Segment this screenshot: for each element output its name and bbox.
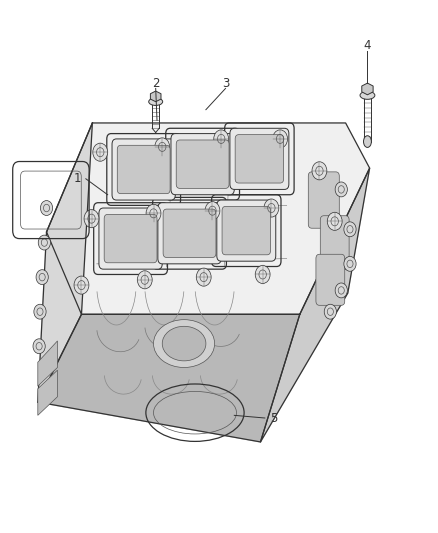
Text: 1: 1 (73, 172, 81, 185)
Circle shape (36, 270, 48, 285)
Circle shape (34, 304, 46, 319)
Circle shape (146, 204, 161, 222)
FancyBboxPatch shape (235, 135, 284, 183)
Polygon shape (38, 314, 300, 442)
Polygon shape (150, 91, 161, 102)
Circle shape (214, 130, 229, 148)
Ellipse shape (364, 136, 371, 148)
Polygon shape (362, 83, 373, 95)
Circle shape (255, 265, 270, 284)
Circle shape (93, 143, 108, 161)
Circle shape (138, 271, 152, 289)
FancyBboxPatch shape (217, 200, 276, 261)
FancyBboxPatch shape (230, 128, 289, 189)
Ellipse shape (153, 320, 215, 368)
Circle shape (33, 339, 45, 354)
FancyBboxPatch shape (171, 134, 234, 195)
Text: 3: 3 (222, 77, 229, 90)
Circle shape (335, 182, 347, 197)
FancyBboxPatch shape (222, 206, 271, 255)
Circle shape (273, 130, 288, 148)
Circle shape (312, 162, 327, 180)
Circle shape (155, 138, 170, 156)
FancyBboxPatch shape (176, 140, 229, 188)
Polygon shape (38, 341, 57, 386)
Circle shape (40, 200, 53, 215)
FancyBboxPatch shape (316, 254, 345, 305)
Text: 5: 5 (270, 411, 277, 424)
FancyBboxPatch shape (320, 216, 349, 269)
Circle shape (38, 235, 50, 250)
Polygon shape (261, 168, 370, 442)
Ellipse shape (149, 98, 162, 106)
FancyBboxPatch shape (112, 139, 175, 200)
Circle shape (344, 256, 356, 271)
Polygon shape (46, 123, 370, 314)
Circle shape (264, 199, 279, 217)
FancyBboxPatch shape (308, 172, 339, 228)
FancyBboxPatch shape (117, 146, 170, 193)
Text: 4: 4 (364, 39, 371, 52)
Circle shape (324, 304, 336, 319)
Ellipse shape (162, 326, 206, 361)
FancyBboxPatch shape (99, 208, 162, 269)
Circle shape (84, 209, 99, 228)
Circle shape (74, 276, 89, 294)
Circle shape (327, 212, 342, 230)
Text: 2: 2 (152, 77, 159, 90)
FancyBboxPatch shape (163, 209, 216, 257)
Circle shape (335, 283, 347, 298)
Polygon shape (38, 123, 92, 402)
FancyBboxPatch shape (104, 214, 157, 263)
Circle shape (196, 268, 211, 286)
Circle shape (205, 201, 220, 220)
Ellipse shape (360, 91, 375, 99)
Polygon shape (38, 370, 57, 415)
Circle shape (344, 222, 356, 237)
FancyBboxPatch shape (158, 203, 221, 264)
